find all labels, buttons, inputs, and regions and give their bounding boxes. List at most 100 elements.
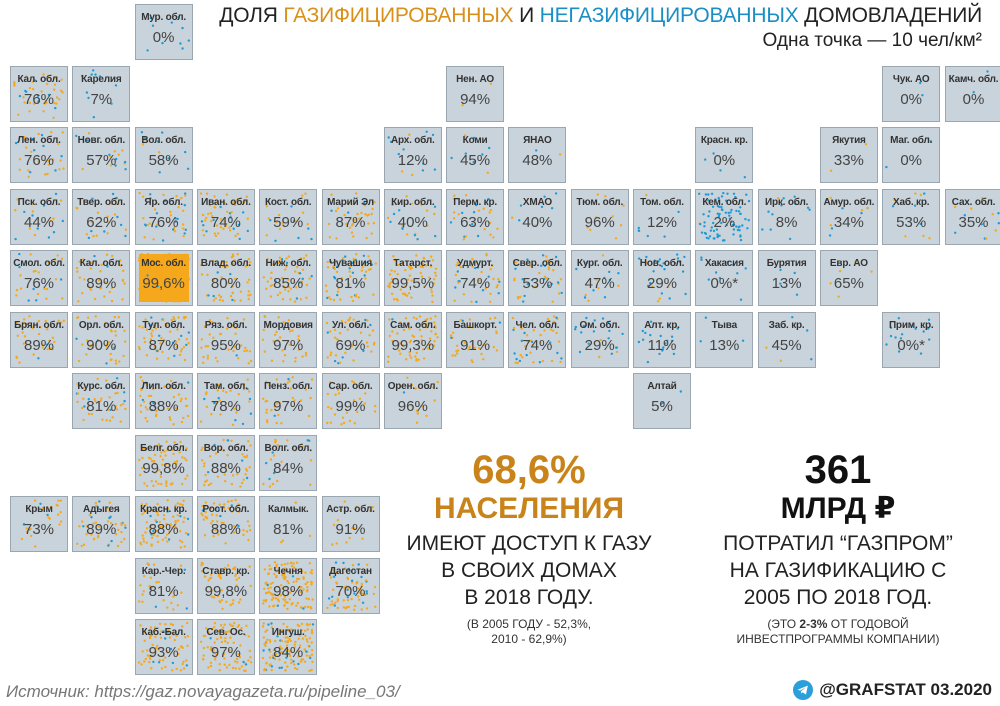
no-gas-dot [770,212,774,215]
gas-dot [96,377,100,381]
gas-dot [178,262,181,265]
gas-dot [78,525,81,528]
gas-dot [176,265,180,269]
gas-dot [409,356,413,359]
no-gas-dot [649,333,652,336]
gas-dot [233,259,236,262]
gas-dot [141,650,144,653]
no-gas-dot [722,191,725,194]
gas-dot [213,641,216,644]
no-gas-dot [150,408,153,412]
note-line: 2010 - 62,9%) [491,632,567,646]
region-name: Тул. обл. [142,319,185,331]
region-dots [137,621,189,672]
no-gas-dot [525,353,529,356]
gas-dot [308,277,311,280]
region-value: 70% [335,582,366,600]
no-gas-dot [793,195,796,198]
gas-dot [106,231,110,234]
gas-dot [328,381,332,384]
gas-dot [374,262,377,265]
gas-dot [53,76,57,79]
no-gas-dot [652,270,655,273]
gas-dot [47,159,51,163]
no-gas-dot [402,391,405,394]
gas-dot [303,648,307,651]
gas-dot [98,525,101,529]
gas-dot [231,473,235,477]
credit[interactable]: @GRAFSTAT 03.2020 [793,680,992,700]
region-dots [200,316,253,364]
no-gas-dot [271,450,275,454]
no-gas-dot [560,356,563,360]
region-name: Карелия [81,73,122,85]
gas-dot [231,601,234,605]
no-gas-dot [308,439,311,442]
no-gas-dot [743,176,747,179]
gas-dot [166,286,169,289]
gas-dot [492,345,496,348]
no-gas-dot [778,268,782,272]
gas-dot [338,331,341,334]
region-name: Свер. обл. [512,258,563,269]
gas-dot [268,664,271,667]
gas-dot [298,634,301,637]
gas-dot [329,575,332,579]
gas-dot [491,264,494,267]
no-gas-dot [806,206,809,209]
gas-dot [279,628,282,632]
gas-dot [208,454,212,457]
no-gas-dot [91,197,94,200]
no-gas-dot [523,331,527,334]
region-tile: Прим. кр. 0%* [882,311,941,368]
gas-dot [344,222,347,225]
no-gas-dot [660,292,664,295]
gas-dot [307,644,310,647]
gas-dot [222,503,226,506]
gas-dot [351,358,355,362]
gas-dot [330,543,333,546]
gas-dot [282,622,285,626]
gas-dot [140,379,144,383]
gas-dot [276,443,280,446]
gas-dot [344,584,348,588]
gas-dot [55,95,59,99]
no-gas-dot [201,509,204,512]
no-gas-dot [574,267,578,271]
gas-dot [200,512,203,515]
gas-dot [268,484,272,488]
gas-dot [152,651,156,654]
gas-dot [235,411,238,414]
no-gas-dot [707,198,710,201]
gas-dot [163,623,167,626]
no-gas-dot [739,212,742,215]
gas-dot [57,142,60,146]
gas-dot [363,392,366,395]
gas-dot [308,534,312,538]
gas-dot [158,525,162,529]
no-gas-dot [85,90,89,94]
gas-dot [245,624,248,627]
gas-dot [106,253,109,256]
gas-dot [306,588,309,591]
gas-dot [155,256,159,259]
gas-dot [390,269,393,272]
gas-dot [182,316,185,319]
gas-dot [306,628,310,631]
gas-dot [244,265,247,268]
no-gas-dot [641,329,644,332]
region-dots [387,130,436,177]
gas-dot [360,584,363,587]
gas-dot [269,295,273,298]
gas-dot [52,158,55,161]
gas-dot [371,293,375,296]
gas-dot [158,294,162,298]
gas-dot [90,220,94,223]
no-gas-dot [124,526,127,529]
gas-dot [559,153,562,156]
no-gas-dot [171,341,174,344]
no-gas-dot [714,197,717,201]
gas-dot [246,217,249,220]
gas-dot [265,591,269,594]
gas-dot [209,572,213,576]
